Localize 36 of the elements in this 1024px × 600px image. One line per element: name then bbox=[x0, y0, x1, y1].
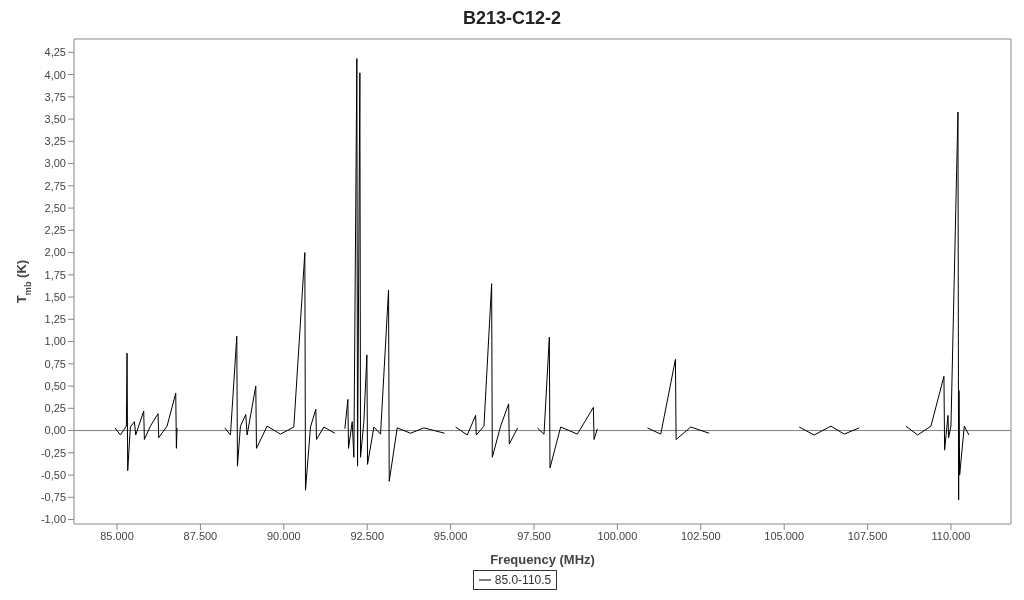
y-tick-label: 3,00 bbox=[44, 157, 66, 170]
y-tick-label: 0,00 bbox=[44, 424, 66, 437]
legend-label: 85.0-110.5 bbox=[493, 573, 552, 587]
y-tick-label: 0,75 bbox=[44, 357, 66, 370]
y-tick-label: 4,25 bbox=[44, 46, 66, 59]
x-tick-label: 97.500 bbox=[517, 529, 551, 542]
y-tick-label: 3,75 bbox=[44, 90, 66, 103]
y-tick-label: 3,50 bbox=[44, 113, 66, 125]
x-tick-label: 100.000 bbox=[597, 529, 638, 542]
chart-title: B213-C12-2 bbox=[461, 8, 563, 30]
y-tick-label: -1,00 bbox=[40, 513, 66, 526]
x-tick-label: 95.000 bbox=[433, 529, 468, 542]
y-tick-label: 2,75 bbox=[44, 179, 66, 192]
x-tick-label: 85.000 bbox=[100, 529, 134, 542]
y-tick-label: 2,00 bbox=[44, 246, 66, 259]
x-tick-label: 92.500 bbox=[350, 529, 385, 542]
y-tick-label: 0,50 bbox=[44, 379, 66, 392]
y-tick-label: 1,50 bbox=[44, 290, 66, 303]
x-tick-label: 105.000 bbox=[764, 529, 805, 542]
y-tick-label: -0,75 bbox=[40, 491, 66, 504]
y-tick-label: 3,25 bbox=[44, 135, 66, 148]
y-tick-label: -0,25 bbox=[40, 446, 66, 459]
y-tick-label: -0,50 bbox=[40, 468, 66, 481]
y-tick-label: 4,00 bbox=[44, 68, 66, 81]
x-tick-label: 102.500 bbox=[680, 529, 721, 542]
y-tick-label: 1,00 bbox=[44, 335, 66, 348]
x-tick-label: 107.500 bbox=[847, 529, 888, 542]
x-tick-label: 87.500 bbox=[183, 529, 218, 542]
y-tick-label: 2,25 bbox=[44, 224, 66, 237]
x-tick-label: 90.000 bbox=[266, 529, 301, 542]
y-tick-label: 2,50 bbox=[44, 201, 66, 214]
x-axis-title: Frequency (MHz) bbox=[490, 552, 595, 567]
y-tick-label: 0,25 bbox=[44, 402, 66, 415]
x-tick-label: 110.000 bbox=[931, 529, 971, 542]
y-tick-label: 1,25 bbox=[44, 313, 66, 326]
y-tick-label: 1,75 bbox=[44, 268, 66, 281]
